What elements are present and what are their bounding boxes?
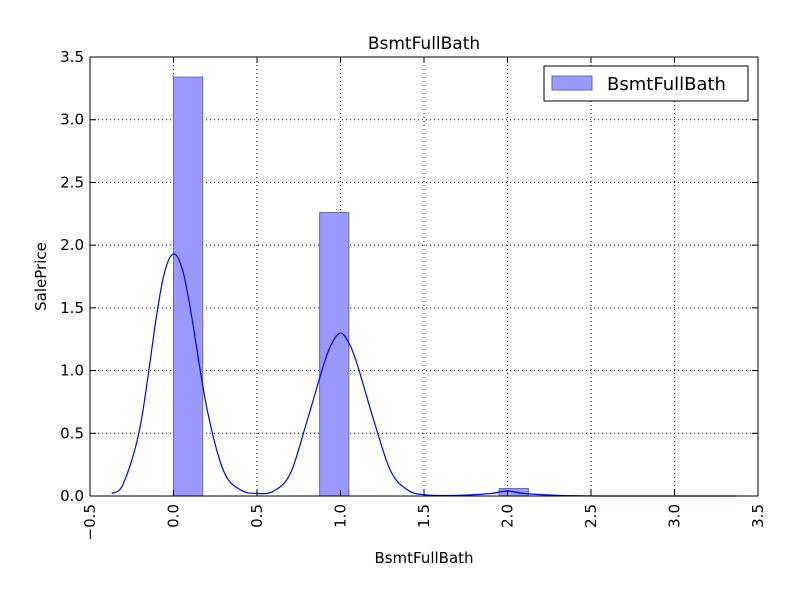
x-axis-label: BsmtFullBath	[374, 549, 473, 567]
kde-curve	[111, 253, 737, 497]
legend-label: BsmtFullBath	[607, 74, 726, 95]
y-tick-label: 0.5	[60, 424, 84, 442]
x-tick-label: −0.5	[81, 504, 99, 540]
y-tick-label: 1.0	[60, 362, 84, 380]
x-tick-label: 3.0	[666, 504, 684, 528]
x-tick-label: 1.5	[415, 504, 433, 528]
y-tick-label: 0.0	[60, 487, 84, 505]
histogram-bar	[319, 212, 350, 497]
x-tick-labels: −0.5 0.0 0.5 1.0 1.5 2.0 2.5 3.0 3.5	[81, 504, 767, 540]
y-tick-label: 3.5	[60, 48, 84, 66]
y-tick-label: 3.0	[60, 111, 84, 129]
ticks	[89, 56, 759, 497]
y-tick-labels: 0.0 0.5 1.0 1.5 2.0 2.5 3.0 3.5	[60, 48, 84, 505]
x-tick-label: 0.0	[165, 504, 183, 528]
x-tick-label: 2.5	[582, 504, 600, 528]
x-tick-label: 0.5	[248, 504, 266, 528]
legend: BsmtFullBath	[543, 65, 749, 102]
x-tick-label: 2.0	[499, 504, 517, 528]
y-axis-label: SalePrice	[32, 242, 50, 311]
x-tick-label: 1.0	[332, 504, 350, 528]
y-tick-label: 2.5	[60, 173, 84, 191]
legend-swatch	[551, 75, 593, 91]
x-tick-label: 3.5	[749, 504, 767, 528]
kde-line	[111, 253, 737, 497]
chart-title: BsmtFullBath	[368, 34, 480, 54]
histogram-bar	[173, 76, 204, 497]
y-tick-label: 1.5	[60, 299, 84, 317]
y-tick-label: 2.0	[60, 236, 84, 254]
